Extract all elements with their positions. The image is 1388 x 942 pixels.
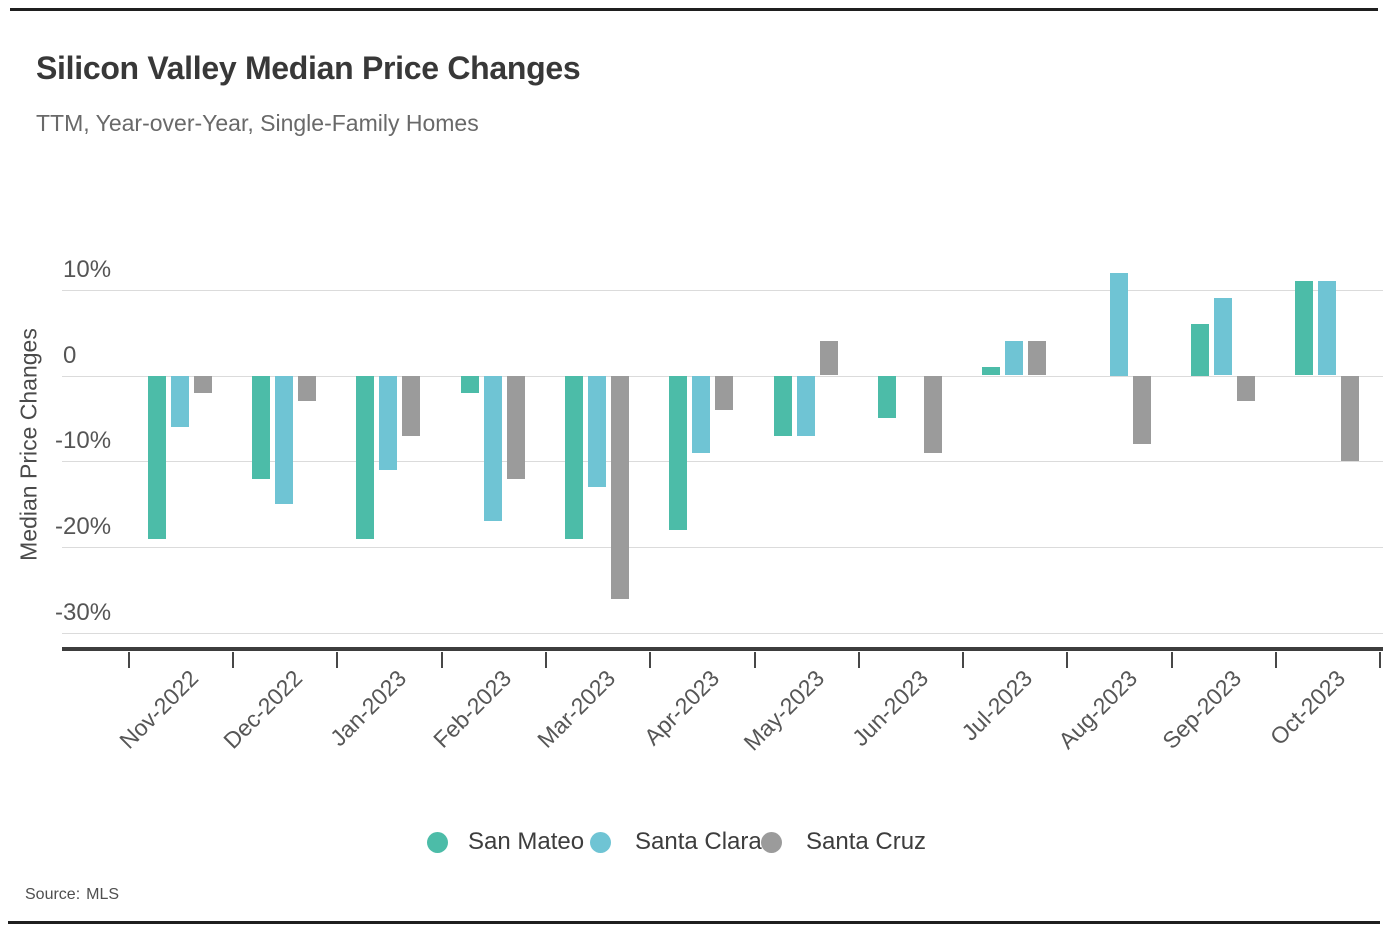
x-tick-label-sep-2023: Sep-2023	[1157, 664, 1247, 754]
y-tick-label-10-: 10%	[63, 255, 112, 283]
legend-dot-santa-cruz	[761, 832, 782, 853]
bar-san-mateo-dec-2022[interactable]	[252, 375, 271, 479]
x-tick-label-mar-2023: Mar-2023	[532, 664, 621, 753]
y-tick-label--10-: -10%	[55, 427, 112, 455]
bar-santa-clara-apr-2023[interactable]	[692, 375, 711, 453]
bar-santa-cruz-sep-2023[interactable]	[1236, 375, 1255, 402]
bar-santa-cruz-jul-2023[interactable]	[1028, 341, 1047, 376]
y-tick-label--20-: -20%	[55, 513, 112, 541]
legend-label-santa-clara: Santa Clara	[635, 828, 762, 855]
y-tick-label--30-: -30%	[55, 598, 112, 626]
gridline-10-	[62, 289, 1383, 291]
bar-santa-clara-nov-2022[interactable]	[170, 375, 189, 427]
bar-santa-clara-may-2023[interactable]	[796, 375, 815, 436]
bar-santa-cruz-aug-2023[interactable]	[1132, 375, 1151, 445]
bar-santa-clara-aug-2023[interactable]	[1109, 272, 1128, 376]
bar-san-mateo-apr-2023[interactable]	[669, 375, 688, 530]
legend-label-santa-cruz: Santa Cruz	[806, 828, 927, 855]
x-tick-5	[649, 652, 652, 668]
bar-santa-cruz-nov-2022[interactable]	[193, 375, 212, 393]
legend-dot-santa-clara	[590, 832, 611, 853]
x-tick-6	[753, 652, 756, 668]
x-tick-label-apr-2023: Apr-2023	[639, 664, 725, 751]
x-tick-label-jun-2023: Jun-2023	[846, 664, 934, 752]
bar-santa-clara-sep-2023[interactable]	[1213, 298, 1232, 376]
x-tick-3	[440, 652, 443, 668]
bar-santa-cruz-oct-2023[interactable]	[1341, 375, 1360, 462]
x-tick-label-dec-2022: Dec-2022	[218, 664, 308, 754]
x-tick-10	[1170, 652, 1173, 668]
bar-santa-cruz-jan-2023[interactable]	[402, 375, 421, 436]
bar-santa-cruz-jun-2023[interactable]	[924, 375, 942, 453]
bar-san-mateo-may-2023[interactable]	[773, 375, 792, 436]
bar-santa-cruz-feb-2023[interactable]	[506, 375, 525, 479]
x-tick-4	[544, 652, 547, 668]
x-tick-11	[1275, 652, 1277, 668]
bar-san-mateo-jul-2023[interactable]	[982, 366, 1001, 376]
gridline--20-	[62, 547, 1383, 549]
x-tick-label-aug-2023: Aug-2023	[1052, 664, 1142, 754]
gridline--10-	[62, 461, 1383, 463]
bar-san-mateo-jun-2023[interactable]	[878, 375, 896, 419]
x-tick-label-jan-2023: Jan-2023	[325, 664, 412, 752]
x-tick-label-feb-2023: Feb-2023	[427, 664, 516, 753]
x-tick-label-jul-2023: Jul-2023	[956, 664, 1038, 746]
x-tick-label-may-2023: May-2023	[738, 664, 829, 756]
x-axis-line	[62, 647, 1383, 651]
gridline--30-	[62, 632, 1383, 634]
bar-santa-cruz-may-2023[interactable]	[819, 341, 838, 376]
x-tick-8	[962, 652, 965, 668]
y-tick-label-0: 0	[63, 341, 77, 369]
bar-san-mateo-jan-2023[interactable]	[356, 375, 375, 539]
bar-san-mateo-feb-2023[interactable]	[460, 375, 479, 393]
source-value: MLS	[86, 886, 120, 903]
x-tick-label-nov-2022: Nov-2022	[114, 664, 203, 754]
bar-santa-cruz-apr-2023[interactable]	[715, 375, 734, 410]
legend-label-san-mateo: San Mateo	[468, 828, 585, 855]
bottom-frame-rule	[8, 921, 1380, 924]
top-frame-rule	[10, 8, 1378, 11]
chart-title: Silicon Valley Median Price Changes	[36, 50, 581, 86]
x-tick-9	[1066, 652, 1069, 668]
source-label: Source:	[25, 886, 81, 903]
bar-santa-clara-jan-2023[interactable]	[379, 375, 398, 470]
bar-santa-clara-feb-2023[interactable]	[483, 375, 502, 522]
bar-san-mateo-sep-2023[interactable]	[1190, 324, 1209, 376]
bar-san-mateo-nov-2022[interactable]	[147, 375, 166, 539]
source-line: Source: MLS	[25, 886, 119, 904]
bar-santa-clara-jul-2023[interactable]	[1005, 341, 1024, 376]
x-tick-1	[232, 652, 234, 668]
legend-dot-san-mateo	[427, 832, 448, 853]
bar-santa-clara-oct-2023[interactable]	[1318, 281, 1337, 376]
x-tick-2	[336, 652, 339, 668]
bar-santa-cruz-dec-2022[interactable]	[298, 375, 317, 402]
x-tick-7	[857, 652, 860, 668]
bar-santa-cruz-mar-2023[interactable]	[611, 375, 629, 599]
x-tick-12	[1379, 652, 1382, 668]
bar-santa-clara-mar-2023[interactable]	[588, 375, 606, 487]
x-tick-label-oct-2023: Oct-2023	[1265, 664, 1351, 751]
chart-subtitle: TTM, Year-over-Year, Single-Family Homes	[36, 110, 479, 136]
bar-san-mateo-oct-2023[interactable]	[1295, 281, 1314, 376]
bar-santa-clara-dec-2022[interactable]	[275, 375, 294, 505]
x-tick-0	[127, 652, 130, 668]
bar-san-mateo-mar-2023[interactable]	[565, 375, 583, 539]
